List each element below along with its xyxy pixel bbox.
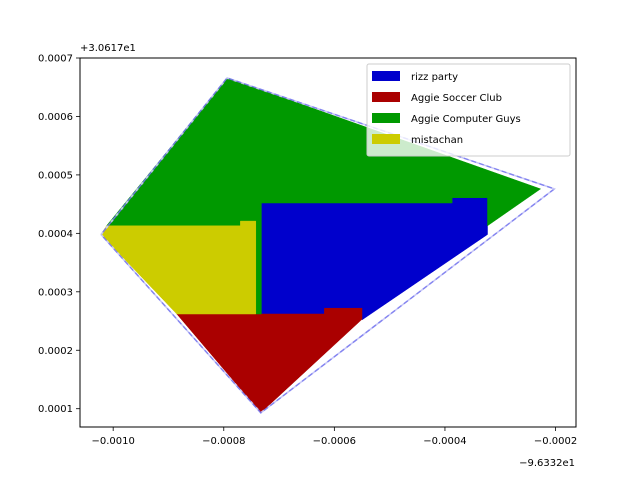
y-tick-label: 0.0003 <box>38 287 73 298</box>
x-tick-label: −0.0010 <box>91 436 134 447</box>
legend-label-aggie-soccer-club: Aggie Soccer Club <box>411 93 502 104</box>
y-offset-label: +3.0617e1 <box>80 43 136 54</box>
regions-layer <box>100 77 542 414</box>
x-tick-label: −0.0006 <box>313 436 356 447</box>
x-axis: −0.0010 −0.0008 −0.0006 −0.0004 −0.0002 <box>91 427 577 447</box>
legend: rizz party Aggie Soccer Club Aggie Compute… <box>366 63 571 157</box>
y-tick-label: 0.0006 <box>38 112 73 123</box>
x-tick-label: −0.0008 <box>202 436 245 447</box>
legend-swatch-aggie-soccer-club <box>372 92 400 102</box>
legend-swatch-mistachan <box>372 134 400 144</box>
plot-area-frame <box>79 57 577 428</box>
boundary-dashes <box>100 76 557 415</box>
legend-swatch-rizz-party <box>372 71 400 81</box>
legend-label-mistachan: mistachan <box>411 135 463 146</box>
legend-swatch-aggie-computer-guys <box>372 113 400 123</box>
legend-label-aggie-computer-guys: Aggie Computer Guys <box>411 114 521 125</box>
legend-box <box>366 63 571 157</box>
y-tick-label: 0.0004 <box>38 229 73 240</box>
legend-label-rizz-party: rizz party <box>411 72 458 83</box>
y-tick-label: 0.0005 <box>38 170 73 181</box>
y-tick-label: 0.0002 <box>38 346 73 357</box>
x-offset-label: −9.6332e1 <box>519 458 575 469</box>
x-tick-label: −0.0004 <box>423 436 466 447</box>
y-tick-label: 0.0001 <box>38 404 73 415</box>
boundary-layer <box>100 76 557 415</box>
axes-frame <box>79 57 577 428</box>
y-axis: 0.0001 0.0002 0.0003 0.0004 0.0005 0.0006 0.00… <box>38 54 80 415</box>
y-tick-label: 0.0007 <box>38 54 73 65</box>
x-tick-label: −0.0002 <box>534 436 577 447</box>
